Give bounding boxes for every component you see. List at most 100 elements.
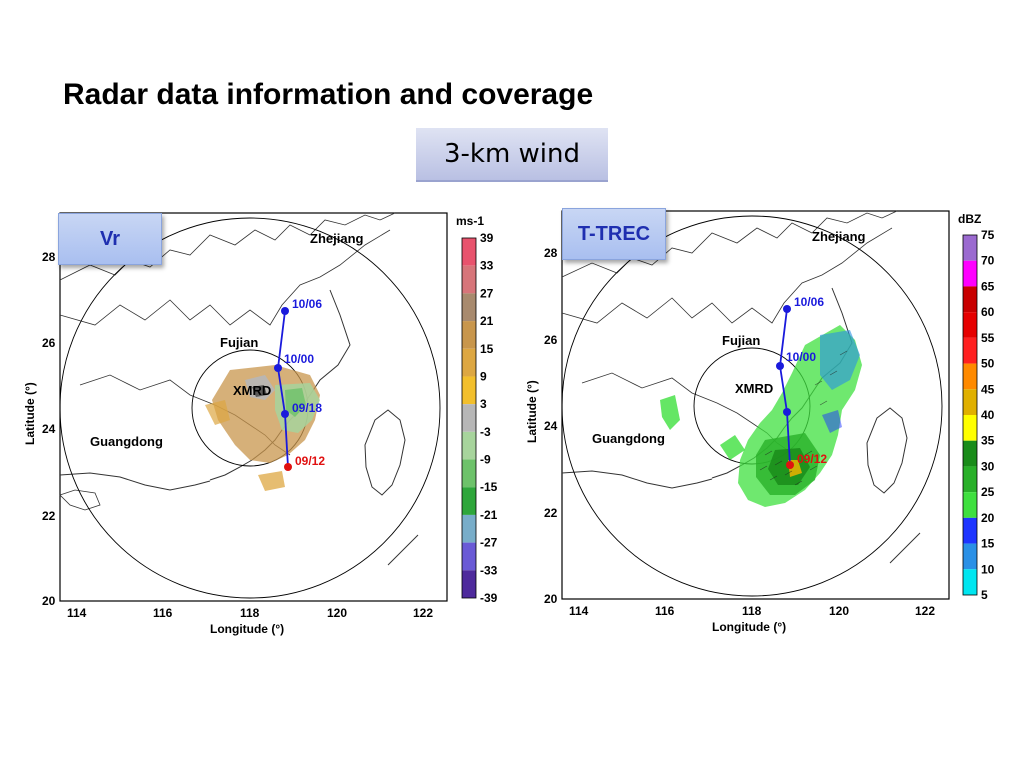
vr-tag-label: Vr bbox=[99, 227, 121, 250]
label-guangdong: Guangdong bbox=[592, 431, 665, 446]
colorbar-swatch bbox=[963, 517, 977, 544]
x-axis-label: Longitude (°) bbox=[210, 622, 284, 636]
colorbar-swatch bbox=[462, 542, 476, 571]
ttrec-map: 28 26 24 22 20 114 116 118 120 122 Longi… bbox=[525, 210, 995, 634]
colorbar-tick-label: 50 bbox=[981, 357, 995, 371]
colorbar-tick-label: -15 bbox=[480, 480, 498, 494]
x-tick: 122 bbox=[915, 604, 935, 618]
colorbar-swatch bbox=[462, 293, 476, 322]
y-tick: 28 bbox=[42, 250, 56, 264]
colorbar-swatch bbox=[963, 440, 977, 467]
colorbar-swatch bbox=[462, 238, 476, 266]
label-zhejiang: Zhejiang bbox=[310, 231, 364, 246]
y-tick: 22 bbox=[544, 506, 558, 520]
y-tick: 20 bbox=[544, 592, 558, 606]
x-tick: 114 bbox=[67, 606, 87, 620]
track-label-0912: 09/12 bbox=[295, 454, 325, 468]
x-tick: 118 bbox=[240, 606, 260, 620]
colorbar-swatch bbox=[963, 389, 977, 415]
colorbar-swatch bbox=[462, 431, 476, 460]
colorbar-swatch bbox=[462, 404, 476, 432]
colorbar-tick-label: 20 bbox=[981, 511, 995, 525]
x-tick: 120 bbox=[327, 606, 347, 620]
x-tick: 122 bbox=[413, 606, 433, 620]
colorbar-swatch bbox=[963, 260, 977, 287]
colorbar-tick-label: 55 bbox=[981, 331, 995, 345]
track-label-0912: 09/12 bbox=[797, 452, 827, 466]
colorbar-tick-label: 75 bbox=[981, 228, 995, 242]
colorbar-swatch bbox=[462, 487, 476, 515]
colorbar-swatch bbox=[963, 492, 977, 518]
colorbar-tick-label: -39 bbox=[480, 591, 498, 605]
colorbar-tick-label: 9 bbox=[480, 369, 487, 383]
colorbar-frame bbox=[461, 237, 477, 599]
colorbar-swatch bbox=[462, 459, 476, 488]
colorbar-tick-label: 27 bbox=[480, 286, 494, 300]
y-tick: 26 bbox=[544, 333, 558, 347]
label-radar: XMRD bbox=[233, 383, 271, 398]
vr-colorbar: 39 33 27 21 15 9 3 -3 -9 -15 -21 -27 -33 -39 bbox=[461, 231, 498, 605]
label-zhejiang: Zhejiang bbox=[812, 229, 866, 244]
x-tick: 114 bbox=[569, 604, 589, 618]
colorbar-tick-label: 33 bbox=[480, 259, 494, 273]
track-label-0918: 09/18 bbox=[292, 401, 322, 415]
track-label-1006: 10/06 bbox=[794, 295, 824, 309]
colorbar-tick-label: 15 bbox=[981, 537, 995, 551]
colorbar-frame bbox=[962, 234, 978, 596]
slide-title: Radar data information and coverage bbox=[63, 78, 594, 111]
ttrec-colorbar: 75 70 65 60 55 50 45 40 35 30 25 20 15 10 5 bbox=[962, 228, 995, 602]
x-tick: 120 bbox=[829, 604, 849, 618]
colorbar-swatch bbox=[462, 265, 476, 294]
colorbar-tick-label: 60 bbox=[981, 305, 995, 319]
colorbar-swatch bbox=[963, 415, 977, 441]
y-axis-label: Latitude (°) bbox=[23, 382, 37, 445]
track-label-1000: 10/00 bbox=[786, 350, 816, 364]
x-axis-label: Longitude (°) bbox=[712, 620, 786, 634]
ttrec-tag-label: T-TREC bbox=[577, 222, 651, 245]
colorbar-swatch bbox=[462, 321, 476, 349]
colorbar-tick-label: 21 bbox=[480, 314, 494, 328]
label-fujian: Fujian bbox=[220, 335, 258, 350]
label-fujian: Fujian bbox=[722, 333, 760, 348]
colorbar-swatch bbox=[963, 337, 977, 364]
colorbar-swatch bbox=[963, 466, 977, 493]
colorbar-tick-label: 45 bbox=[981, 382, 995, 396]
vr-panel: 28 26 24 22 20 114 116 118 120 122 Longi… bbox=[20, 205, 510, 645]
colorbar-swatch bbox=[963, 543, 977, 570]
colorbar-tick-label: 70 bbox=[981, 254, 995, 268]
colorbar-tick-label: -33 bbox=[480, 563, 498, 577]
x-tick: 116 bbox=[655, 604, 675, 618]
subtitle-box: 3-km wind bbox=[416, 128, 608, 182]
colorbar-swatch bbox=[963, 569, 977, 595]
colorbar-tick-label: 25 bbox=[981, 485, 995, 499]
label-guangdong: Guangdong bbox=[90, 434, 163, 449]
colorbar-unit: dBZ bbox=[958, 212, 981, 226]
colorbar-swatch bbox=[963, 235, 977, 261]
colorbar-swatch bbox=[963, 286, 977, 313]
colorbar-tick-label: -27 bbox=[480, 536, 498, 550]
colorbar-tick-label: -9 bbox=[480, 453, 491, 467]
colorbar-swatch bbox=[963, 312, 977, 338]
x-tick: 118 bbox=[742, 604, 762, 618]
x-tick: 116 bbox=[153, 606, 173, 620]
colorbar-swatch bbox=[462, 570, 476, 598]
ttrec-tag: T-TREC bbox=[562, 208, 666, 260]
colorbar-tick-label: 39 bbox=[480, 231, 494, 245]
track-label-1000: 10/00 bbox=[284, 352, 314, 366]
colorbar-tick-label: 10 bbox=[981, 562, 995, 576]
colorbar-tick-label: 15 bbox=[480, 342, 494, 356]
y-tick: 28 bbox=[544, 246, 558, 260]
colorbar-swatch bbox=[462, 348, 476, 377]
subtitle-text: 3-km wind bbox=[443, 139, 581, 169]
y-tick: 20 bbox=[42, 594, 56, 608]
track-label-1006: 10/06 bbox=[292, 297, 322, 311]
colorbar-unit: ms-1 bbox=[456, 214, 484, 228]
y-tick: 22 bbox=[42, 509, 56, 523]
y-tick: 26 bbox=[42, 336, 56, 350]
colorbar-tick-label: 35 bbox=[981, 434, 995, 448]
label-radar: XMRD bbox=[735, 381, 773, 396]
colorbar-swatch bbox=[963, 363, 977, 390]
colorbar-tick-label: 3 bbox=[480, 397, 487, 411]
ttrec-panel: 28 26 24 22 20 114 116 118 120 122 Longi… bbox=[520, 205, 1020, 645]
colorbar-tick-label: 40 bbox=[981, 408, 995, 422]
